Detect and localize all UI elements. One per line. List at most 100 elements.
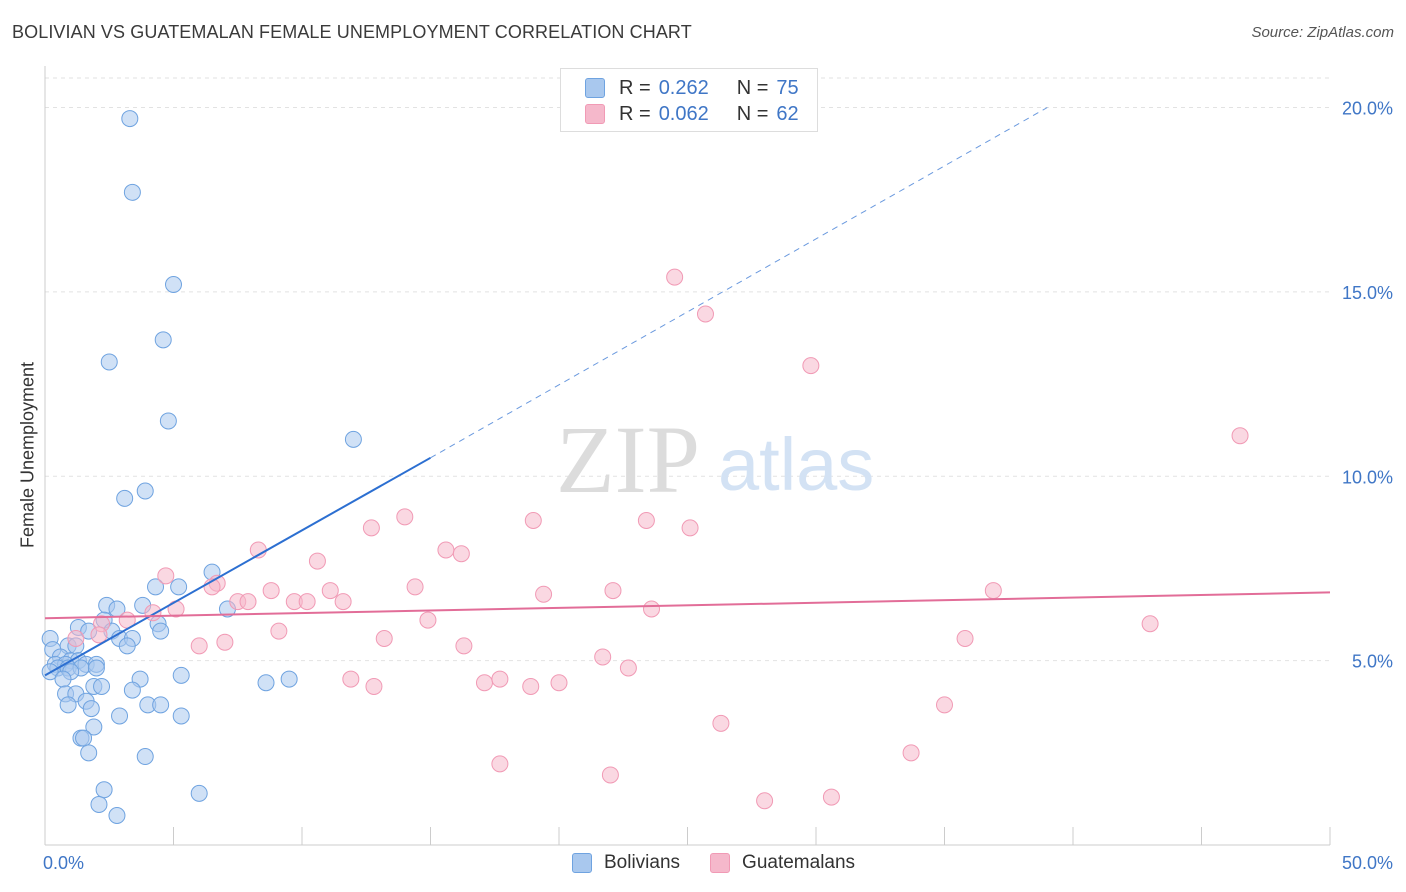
point-guatemalans (455, 637, 473, 655)
watermark-atlas: atlas (718, 423, 874, 506)
point-bolivians (170, 578, 188, 596)
legend-item-guatemalans: Guatemalans (710, 852, 855, 874)
data-points (41, 110, 1249, 824)
point-bolivians (118, 637, 136, 655)
trend-extension-bolivians (430, 107, 1048, 459)
point-guatemalans (601, 766, 619, 784)
x-tick-label: 50.0% (1342, 853, 1393, 873)
point-guatemalans (362, 519, 380, 537)
point-bolivians (108, 807, 126, 824)
y-tick-label: 20.0% (1342, 99, 1393, 119)
point-bolivians (152, 622, 170, 640)
point-bolivians (165, 276, 182, 293)
point-bolivians (280, 670, 298, 688)
trend-line-bolivians (44, 456, 431, 677)
point-guatemalans (375, 630, 393, 647)
point-guatemalans (522, 677, 540, 695)
point-guatemalans (334, 593, 352, 611)
series-legend: Bolivians Guatemalans (572, 852, 885, 874)
point-guatemalans (452, 545, 470, 563)
point-bolivians (152, 696, 170, 714)
point-guatemalans (216, 633, 234, 651)
point-guatemalans (365, 677, 383, 695)
point-bolivians (172, 666, 190, 684)
point-guatemalans (637, 512, 655, 529)
point-bolivians (85, 718, 103, 736)
r-label: R = (619, 102, 651, 125)
point-guatemalans (298, 593, 316, 611)
point-guatemalans (270, 622, 288, 640)
point-guatemalans (822, 788, 840, 806)
legend-swatch-bolivians (572, 853, 592, 873)
point-guatemalans (437, 541, 455, 559)
point-guatemalans (984, 582, 1002, 600)
point-guatemalans (321, 582, 339, 600)
point-guatemalans (604, 582, 622, 600)
n-value: 75 (776, 76, 799, 99)
point-bolivians (121, 110, 139, 128)
y-axis-label: Female Unemployment (17, 361, 38, 549)
point-guatemalans (157, 567, 175, 585)
n-label: N = (736, 76, 769, 99)
grid-lines (45, 77, 1330, 662)
y-tick-label: 15.0% (1342, 283, 1393, 303)
point-bolivians (111, 707, 129, 725)
legend-item-bolivians: Bolivians (572, 852, 680, 874)
y-tick-label: 10.0% (1342, 467, 1393, 487)
point-guatemalans (342, 670, 360, 688)
point-bolivians (159, 412, 177, 430)
point-guatemalans (712, 714, 730, 732)
point-bolivians (75, 729, 93, 747)
trend-line-guatemalans (44, 591, 1331, 620)
point-guatemalans (491, 755, 509, 773)
point-bolivians (257, 674, 275, 692)
point-guatemalans (802, 357, 820, 375)
watermark: ZIP atlas (556, 406, 874, 513)
chart-title: BOLIVIAN VS GUATEMALAN FEMALE UNEMPLOYME… (12, 22, 692, 42)
watermark-zip: ZIP (556, 406, 700, 513)
point-bolivians (172, 707, 190, 725)
point-bolivians (190, 784, 208, 802)
legend-label-bolivians: Bolivians (604, 852, 681, 873)
legend-row-bolivians: R = 0.262 N = 75 (585, 75, 799, 101)
point-bolivians (100, 353, 118, 371)
point-guatemalans (936, 696, 953, 714)
point-guatemalans (396, 508, 414, 526)
point-guatemalans (406, 578, 424, 596)
point-guatemalans (1231, 427, 1249, 445)
point-bolivians (95, 781, 113, 799)
point-guatemalans (550, 674, 568, 692)
point-bolivians (154, 331, 172, 349)
legend-swatch-guatemalans (710, 853, 731, 873)
point-guatemalans (419, 611, 437, 629)
point-bolivians (80, 744, 98, 762)
r-value: 0.262 (658, 76, 709, 99)
legend-swatch-bolivians (585, 78, 605, 98)
point-bolivians (90, 795, 108, 813)
point-bolivians (59, 696, 77, 714)
point-guatemalans (491, 670, 509, 688)
trend-lines (44, 107, 1331, 677)
point-bolivians (136, 482, 154, 500)
point-bolivians (82, 700, 100, 718)
point-guatemalans (619, 659, 637, 677)
legend-row-guatemalans: R = 0.062 N = 62 (585, 101, 799, 127)
legend-swatch-guatemalans (585, 104, 605, 124)
n-label: N = (736, 102, 769, 125)
point-guatemalans (756, 792, 774, 810)
point-bolivians (136, 748, 154, 765)
r-value: 0.062 (658, 102, 709, 125)
source-credit: Source: ZipAtlas.com (1251, 24, 1394, 41)
axes (44, 66, 1331, 846)
point-guatemalans (594, 648, 612, 666)
point-bolivians (147, 578, 165, 596)
point-bolivians (54, 670, 72, 688)
x-tick-label: 0.0% (43, 853, 84, 873)
point-bolivians (87, 659, 105, 677)
point-bolivians (116, 489, 134, 507)
tick-labels: 5.0% 10.0% 15.0% 20.0% 0.0% 50.0% (43, 99, 1393, 874)
point-guatemalans (902, 744, 920, 762)
r-label: R = (619, 76, 651, 99)
point-guatemalans (262, 582, 280, 600)
